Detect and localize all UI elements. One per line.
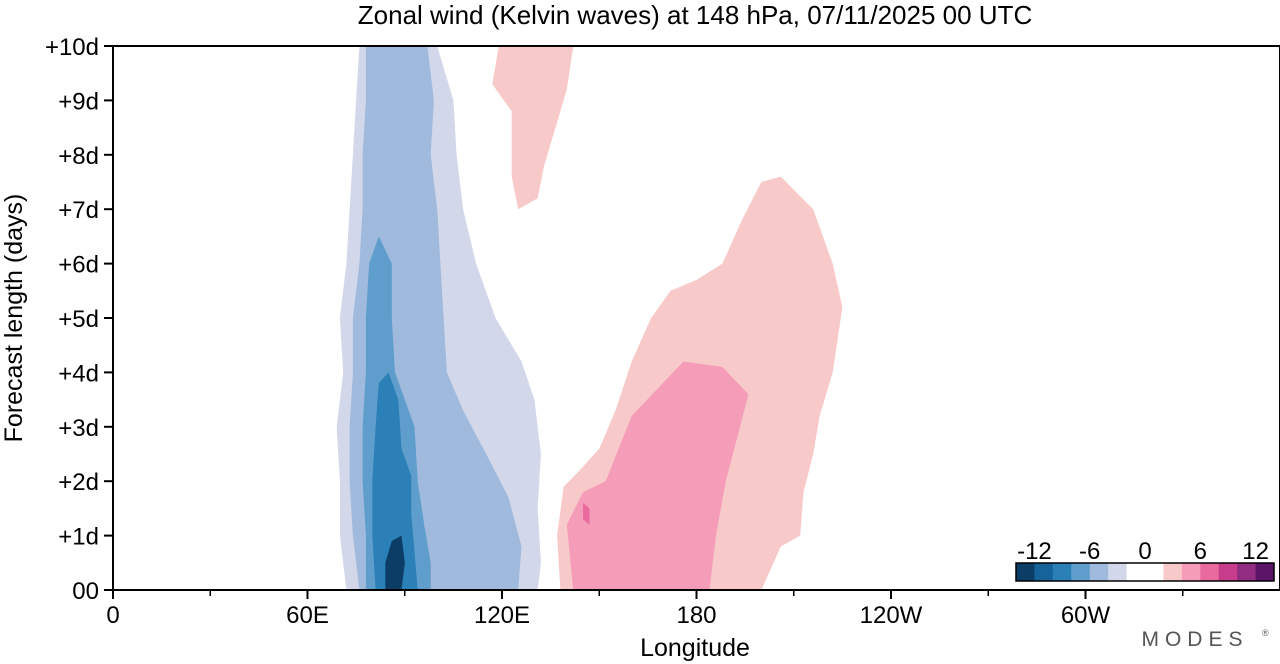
colorbar-swatch-6 xyxy=(1126,563,1164,581)
colorbar-label: 6 xyxy=(1194,538,1207,565)
colorbar-swatch-2 xyxy=(1052,563,1072,581)
colorbar: -12 -6 0 6 12 xyxy=(1015,538,1275,582)
y-tick-label: +10d xyxy=(45,34,99,61)
colorbar-frame xyxy=(1015,562,1275,582)
x-tick-label: 120W xyxy=(860,602,923,629)
chart-title: Zonal wind (Kelvin waves) at 148 hPa, 07… xyxy=(358,0,1032,30)
colorbar-swatch-4 xyxy=(1089,563,1109,581)
colorbar-label: 0 xyxy=(1138,538,1151,565)
y-tick-label: +8d xyxy=(58,143,99,170)
colorbar-swatch-11 xyxy=(1237,563,1257,581)
y-tick-label: +7d xyxy=(58,197,99,224)
colorbar-label: -6 xyxy=(1079,538,1100,565)
colorbar-swatch-5 xyxy=(1108,563,1128,581)
registered-mark: ® xyxy=(1262,628,1269,638)
contour-region-6 xyxy=(566,361,749,590)
colorbar-swatch-10 xyxy=(1218,563,1238,581)
colorbar-label: 12 xyxy=(1242,538,1269,565)
colorbar-swatch-3 xyxy=(1071,563,1091,581)
y-tick-label: 00 xyxy=(72,578,99,605)
y-tick-label: +4d xyxy=(58,360,99,387)
contour-region-7 xyxy=(583,503,590,525)
contour-region-4 xyxy=(385,535,405,590)
x-axis-label: Longitude xyxy=(640,634,750,662)
colorbar-swatch-1 xyxy=(1034,563,1054,581)
y-tick-label: +1d xyxy=(58,524,99,551)
x-tick-label: 120E xyxy=(474,602,530,629)
colorbar-swatch-12 xyxy=(1255,563,1275,581)
y-tick-label: +3d xyxy=(58,415,99,442)
y-tick-label: +5d xyxy=(58,306,99,333)
colorbar-label: -12 xyxy=(1017,538,1052,565)
y-tick-label: +2d xyxy=(58,469,99,496)
colorbar-swatch-7 xyxy=(1163,563,1183,581)
contour-region-8 xyxy=(492,46,574,210)
contour-region-3 xyxy=(372,372,418,590)
colorbar-swatch-0 xyxy=(1016,563,1035,581)
axes: 0 60E 120E 180 120W 60W 00 +1d +2d +3d +4d +5d +6d +7… xyxy=(45,34,1184,629)
y-tick-label: +9d xyxy=(58,88,99,115)
modes-logo: MODES xyxy=(1141,628,1248,651)
contour-layer xyxy=(336,46,843,590)
x-tick-label: 60E xyxy=(286,602,329,629)
colorbar-swatch-8 xyxy=(1181,563,1201,581)
x-tick-label: 180 xyxy=(676,602,716,629)
x-tick-label: 60W xyxy=(1061,602,1111,629)
colorbar-swatch-9 xyxy=(1200,563,1220,581)
y-axis-label: Forecast length (days) xyxy=(0,194,28,443)
x-tick-label: 0 xyxy=(106,602,119,629)
y-tick-label: +6d xyxy=(58,252,99,279)
